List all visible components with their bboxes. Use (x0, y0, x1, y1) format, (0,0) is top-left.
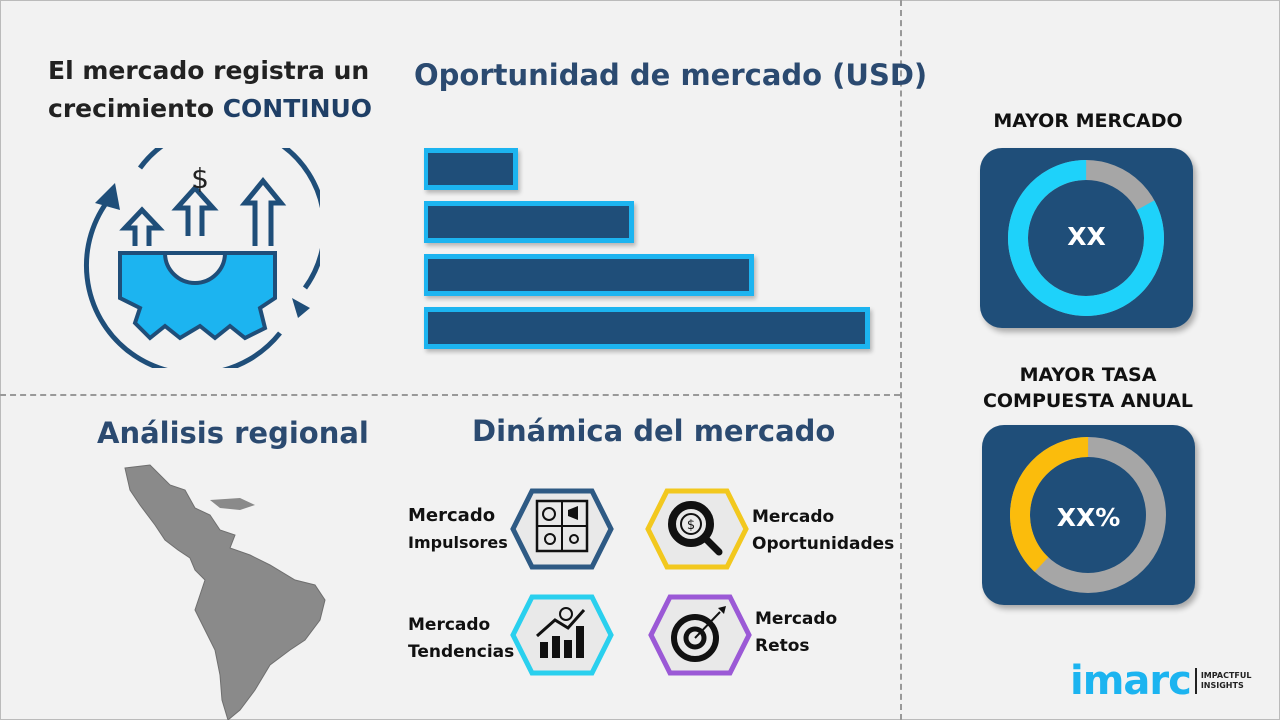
opportunity-title: Oportunidad de mercado (USD) (414, 58, 928, 92)
latin-america-map (124, 464, 326, 720)
headline: El mercado registra un crecimiento CONTI… (48, 52, 372, 128)
dynamics-label-drivers: Mercado Impulsores (408, 505, 508, 552)
bar-3 (424, 254, 755, 296)
highest-cagr-donut (1010, 437, 1166, 593)
imarc-logo: imarc IMPACTFUL INSIGHTS (1070, 658, 1251, 704)
highest-cagr-title: MAYOR TASA COMPUESTA ANUAL (982, 364, 1194, 412)
headline-prefix: crecimiento (48, 94, 223, 123)
dynamics-label-opportunities: Mercado Oportunidades (752, 507, 895, 554)
bar-1 (424, 148, 518, 190)
bar-4 (424, 307, 870, 349)
svg-text:$: $ (687, 518, 695, 533)
largest-market-card: XX (980, 148, 1193, 328)
growth-chart-icon (510, 594, 614, 676)
headline-line1: El mercado registra un (48, 56, 370, 85)
magnifier-dollar-icon: $ (645, 488, 749, 570)
logo-brand: imarc (1070, 658, 1192, 704)
largest-market-value: XX (1067, 222, 1106, 251)
vertical-divider (900, 0, 902, 720)
svg-text:$: $ (191, 162, 209, 195)
horizontal-divider (0, 394, 900, 396)
donut-main-segment (1008, 160, 1164, 316)
dynamics-label-challenges: Mercado Retos (755, 609, 838, 656)
puzzle-icon (510, 488, 614, 570)
dynamics-label-trends: Mercado Tendencias (408, 615, 515, 662)
target-icon (648, 594, 752, 676)
bar-2 (424, 201, 634, 243)
headline-accent: CONTINUO (222, 94, 373, 123)
largest-market-title: MAYOR MERCADO (993, 110, 1183, 132)
logo-tagline: IMPACTFUL INSIGHTS (1200, 671, 1252, 690)
regional-title: Análisis regional (97, 416, 369, 450)
highest-cagr-value: XX% (1056, 503, 1121, 532)
largest-market-donut (1008, 160, 1164, 316)
dynamics-title: Dinámica del mercado (472, 414, 836, 448)
growth-gear-icon: $ (84, 148, 320, 368)
highest-cagr-card: XX% (982, 425, 1195, 605)
